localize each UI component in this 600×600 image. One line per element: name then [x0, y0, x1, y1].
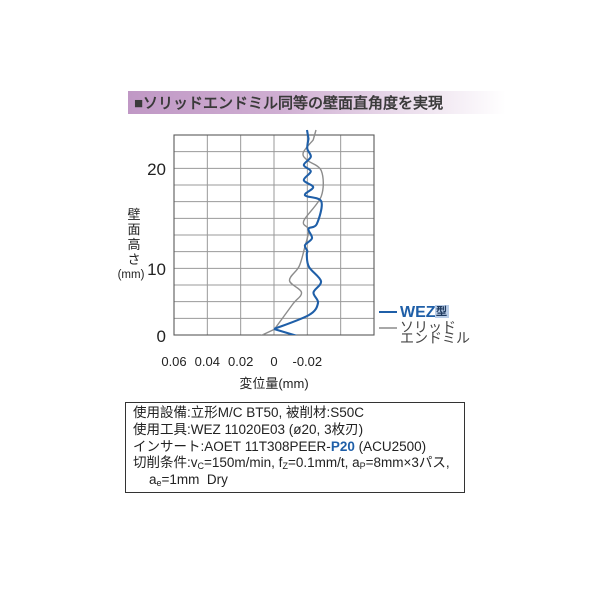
- svg-text:エンドミル: エンドミル: [400, 330, 470, 346]
- svg-text:0.02: 0.02: [228, 354, 253, 369]
- svg-text:変位量(mm): 変位量(mm): [239, 376, 308, 391]
- svg-text:0.06: 0.06: [161, 354, 186, 369]
- svg-text:20: 20: [147, 160, 166, 179]
- svg-text:0.04: 0.04: [195, 354, 220, 369]
- svg-text:型: 型: [436, 304, 447, 318]
- svg-text:0: 0: [270, 354, 277, 369]
- svg-text:0: 0: [157, 327, 166, 346]
- svg-text:-0.02: -0.02: [293, 354, 323, 369]
